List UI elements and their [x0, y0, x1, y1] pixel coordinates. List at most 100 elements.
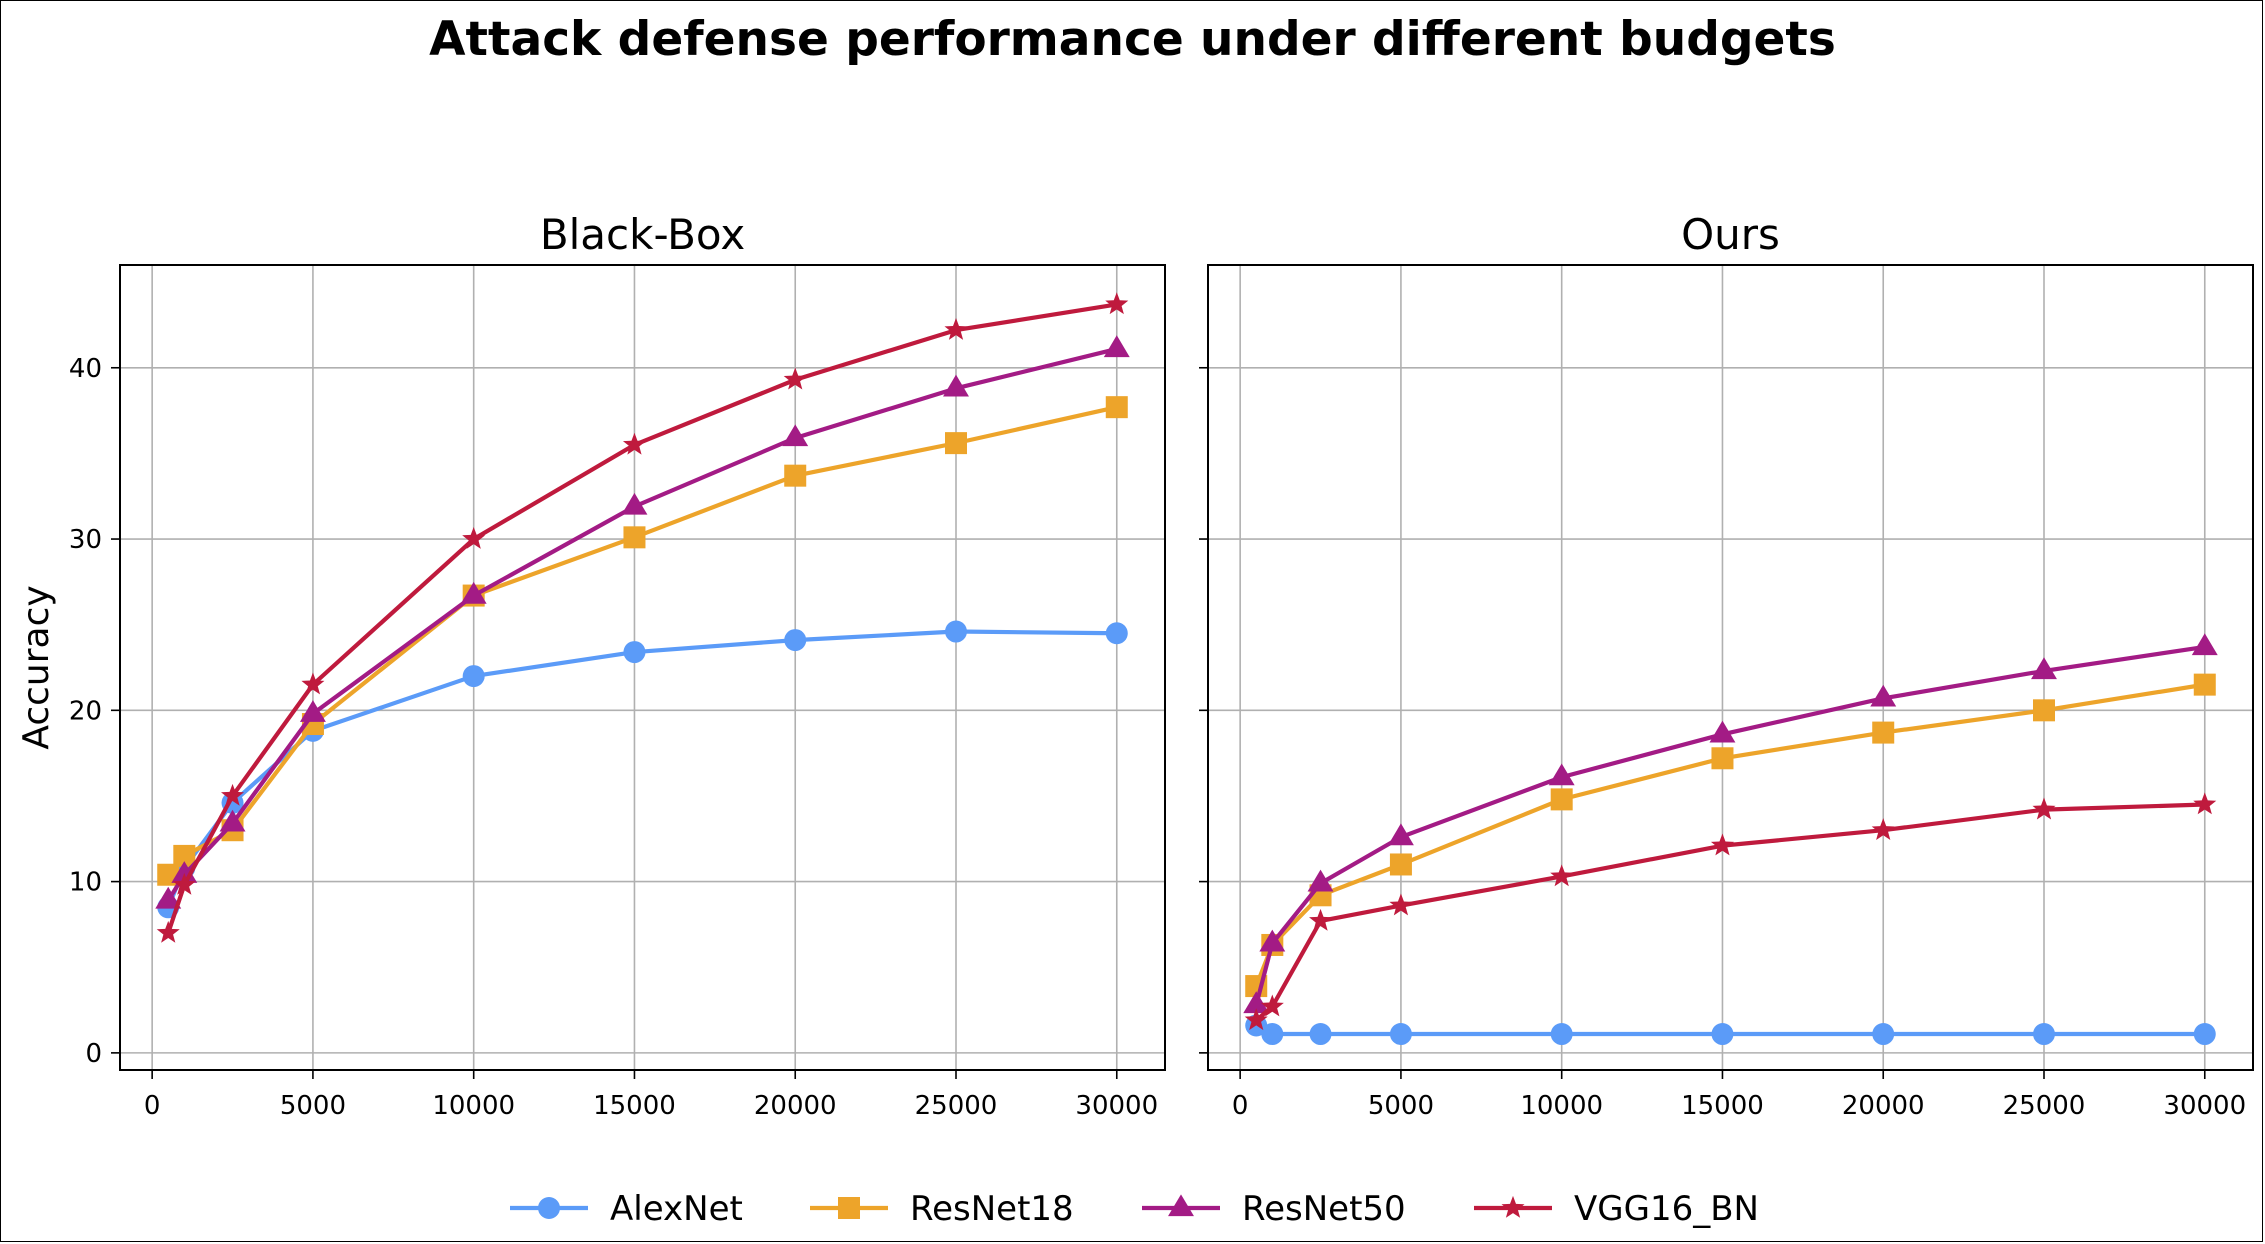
data-point-resnet50 [171, 861, 198, 883]
y-tick-label: 40 [69, 354, 102, 384]
data-point-resnet18 [623, 526, 646, 549]
plot-frame [119, 264, 1166, 1071]
legend-marker-resnet50 [1168, 1194, 1194, 1217]
data-point-alexnet [1105, 622, 1128, 645]
x-tick-label: 15000 [593, 1091, 676, 1121]
data-point-resnet50 [460, 581, 487, 604]
data-point-vgg16-bn [2193, 792, 2217, 815]
y-tick-label: 0 [85, 1039, 102, 1069]
series-line-resnet18 [166, 405, 1118, 877]
legend-label-alexnet: AlexNet [610, 1189, 743, 1229]
data-point-resnet18 [173, 844, 196, 867]
x-tick-label: 25000 [2003, 1091, 2086, 1121]
data-point-resnet18 [784, 464, 807, 487]
data-point-vgg16-bn [1710, 833, 1734, 856]
x-tick-label: 20000 [754, 1091, 837, 1121]
x-tick-label: 5000 [280, 1091, 346, 1121]
data-point-alexnet [1711, 1023, 1734, 1046]
data-point-resnet50 [1259, 929, 1286, 952]
data-point-resnet50 [2191, 633, 2218, 656]
x-tick-label: 15000 [1681, 1091, 1764, 1121]
data-point-resnet50 [219, 809, 246, 832]
x-tick-label: 10000 [432, 1091, 515, 1121]
data-point-vgg16-bn [1260, 994, 1284, 1017]
x-tick-label: 25000 [915, 1091, 998, 1121]
data-point-alexnet [1309, 1023, 1332, 1046]
data-point-vgg16-bn [1389, 893, 1413, 916]
data-point-vgg16-bn [462, 526, 486, 549]
data-point-resnet18 [2033, 699, 2055, 722]
data-point-resnet18 [1389, 853, 1412, 876]
x-tick-label: 10000 [1520, 1091, 1603, 1121]
x-tick-label: 20000 [1842, 1091, 1925, 1121]
data-point-alexnet [2193, 1023, 2216, 1046]
data-point-resnet50 [1103, 335, 1130, 358]
series-vgg16-bn [156, 292, 1129, 943]
x-tick-label: 30000 [1075, 1091, 1158, 1121]
data-point-resnet50 [1709, 720, 1736, 743]
panel-title-black-box: Black-Box [540, 210, 745, 259]
legend-label-vgg16-bn: VGG16_BN [1574, 1189, 1759, 1229]
x-tick-label: 0 [1232, 1091, 1249, 1121]
x-tick-label: 0 [144, 1091, 161, 1121]
data-point-resnet50 [1548, 763, 1575, 786]
data-point-vgg16-bn [1309, 908, 1333, 931]
series-alexnet [157, 620, 1128, 919]
y-tick-label: 30 [69, 525, 102, 555]
x-tick-label: 5000 [1368, 1091, 1434, 1121]
data-point-alexnet [1550, 1023, 1573, 1046]
legend-label-resnet18: ResNet18 [910, 1189, 1074, 1229]
data-point-resnet50 [1307, 869, 1334, 892]
data-point-resnet50 [621, 492, 648, 515]
data-point-vgg16-bn [301, 672, 325, 695]
data-point-vgg16-bn [1105, 292, 1129, 315]
legend-entry-resnet50: ResNet50 [1142, 1189, 1406, 1229]
data-point-resnet50 [1243, 991, 1270, 1014]
legend-marker-vgg16-bn [1501, 1195, 1525, 1218]
panel-ours: 0 5000 10000 15000 20000 25000 30000 Ours [1199, 210, 2254, 1121]
data-point-resnet18 [1550, 788, 1573, 811]
data-point-vgg16-bn [944, 317, 968, 340]
series-line-resnet50 [166, 346, 1118, 902]
data-point-resnet18 [945, 432, 967, 455]
y-tick-label: 10 [69, 868, 102, 898]
data-point-vgg16-bn [1550, 864, 1574, 887]
series-resnet18 [1245, 673, 2216, 998]
series-alexnet [1245, 1014, 2216, 1046]
data-point-resnet18 [1872, 721, 1895, 744]
y-axis-label: Accuracy [16, 585, 57, 749]
legend-entry-alexnet: AlexNet [510, 1189, 743, 1229]
data-point-alexnet [1872, 1023, 1895, 1046]
data-point-alexnet [462, 665, 485, 688]
data-point-resnet50 [782, 424, 809, 447]
series-line-alexnet [166, 629, 1117, 909]
data-point-resnet50 [2031, 657, 2057, 680]
data-point-resnet18 [1711, 747, 1734, 770]
data-point-alexnet [945, 620, 967, 643]
figure-title: Attack defense performance under differe… [429, 12, 1836, 67]
x-tick-label: 30000 [2163, 1091, 2246, 1121]
plot-frame [1207, 264, 2254, 1071]
data-point-alexnet [784, 629, 807, 652]
data-point-alexnet [623, 641, 646, 664]
data-point-resnet18 [1105, 396, 1128, 419]
data-point-resnet50 [299, 700, 326, 722]
data-point-vgg16-bn [1871, 818, 1895, 841]
data-point-alexnet [1261, 1023, 1284, 1046]
panel-title-ours: Ours [1681, 210, 1780, 259]
series-resnet18 [157, 396, 1128, 886]
legend-entry-resnet18: ResNet18 [810, 1189, 1074, 1229]
data-point-vgg16-bn [783, 367, 807, 390]
data-point-resnet18 [2193, 673, 2216, 696]
data-point-resnet50 [155, 886, 182, 909]
data-point-vgg16-bn [1244, 1008, 1268, 1031]
panel-black-box: 0 5000 10000 15000 20000 25000 30000 0 10 20 30 40 B… [16, 210, 1166, 1121]
data-point-resnet50 [1870, 684, 1897, 707]
data-point-resnet50 [1387, 823, 1414, 846]
data-point-alexnet [2033, 1023, 2055, 1046]
legend: AlexNet ResNet18 ResNet50 VGG16_BN [510, 1189, 1759, 1229]
series-resnet50 [155, 335, 1130, 909]
data-point-vgg16-bn [172, 872, 196, 895]
